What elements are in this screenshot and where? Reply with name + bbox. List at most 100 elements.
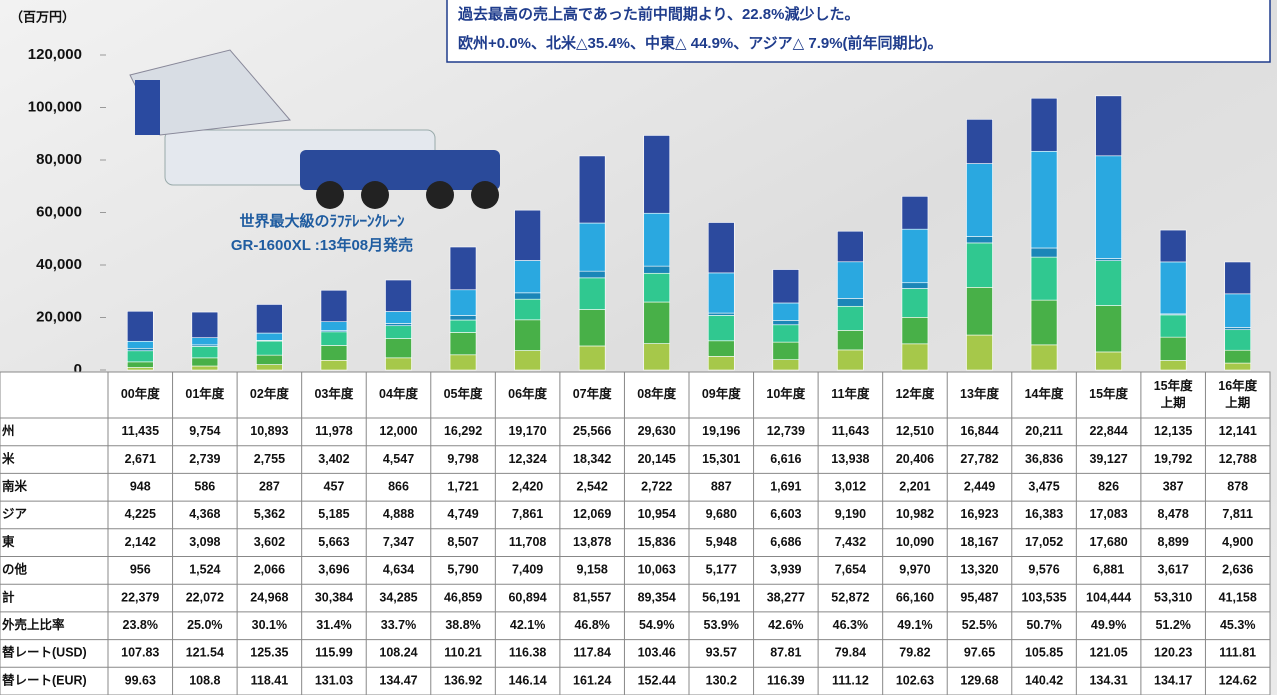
row-header: の他 bbox=[2, 562, 28, 577]
column-header: 09年度 bbox=[702, 386, 741, 401]
table-cell: 33.7% bbox=[381, 618, 416, 632]
bar-segment bbox=[643, 212, 671, 267]
table-cell: 20,406 bbox=[896, 452, 934, 466]
table-cell: 3,602 bbox=[254, 535, 285, 549]
bar-segment bbox=[126, 367, 154, 371]
y-tick-label: 40,000 bbox=[36, 256, 82, 273]
bar-segment bbox=[1095, 155, 1122, 259]
bar-segment bbox=[643, 265, 671, 274]
bar-segment bbox=[1095, 305, 1122, 353]
table-cell: 36,836 bbox=[1025, 452, 1063, 466]
table-cell: 130.2 bbox=[706, 673, 737, 687]
bar-segment bbox=[772, 324, 800, 343]
table-cell: 131.03 bbox=[315, 673, 353, 687]
table-cell: 13,938 bbox=[831, 452, 869, 466]
bar-segment bbox=[256, 332, 283, 341]
table-cell: 5,177 bbox=[706, 563, 737, 577]
column-header: 03年度 bbox=[314, 386, 353, 401]
table-cell: 51.2% bbox=[1155, 618, 1190, 632]
table-cell: 140.42 bbox=[1025, 673, 1063, 687]
bar-segment bbox=[837, 349, 864, 371]
bar-segment bbox=[707, 222, 735, 274]
table-cell: 5,185 bbox=[318, 507, 349, 521]
bar-segment bbox=[320, 345, 348, 361]
bar-segment bbox=[514, 350, 541, 371]
bar-segment bbox=[385, 338, 412, 359]
bar-segment bbox=[126, 350, 154, 363]
bar-segment bbox=[1030, 150, 1058, 249]
y-tick-label: 0 bbox=[74, 361, 82, 378]
table-cell: 586 bbox=[194, 480, 215, 494]
table-cell: 15,836 bbox=[638, 535, 676, 549]
table-cell: 107.83 bbox=[121, 646, 159, 660]
column-header: 01年度 bbox=[185, 386, 224, 401]
table-cell: 4,888 bbox=[383, 507, 414, 521]
bar-segment bbox=[320, 321, 348, 331]
table-cell: 10,063 bbox=[638, 563, 676, 577]
bar-segment bbox=[449, 289, 477, 316]
table-cell: 7,861 bbox=[512, 507, 543, 521]
table-cell: 49.9% bbox=[1091, 618, 1126, 632]
table-cell: 19,792 bbox=[1154, 452, 1192, 466]
annotation-box bbox=[446, 0, 1271, 63]
table-cell: 2,542 bbox=[577, 480, 608, 494]
table-cell: 23.8% bbox=[123, 618, 158, 632]
table-cell: 161.24 bbox=[573, 673, 611, 687]
table-cell: 49.1% bbox=[897, 618, 932, 632]
y-tick-label: 100,000 bbox=[28, 98, 82, 115]
bar-segment bbox=[966, 119, 993, 164]
table-cell: 22,844 bbox=[1089, 424, 1127, 438]
table-cell: 12,324 bbox=[508, 452, 546, 466]
bar-segment bbox=[966, 236, 993, 244]
bar-segment bbox=[1224, 349, 1252, 364]
table-cell: 16,383 bbox=[1025, 507, 1063, 521]
table-cell: 19,196 bbox=[702, 424, 740, 438]
table-cell: 121.05 bbox=[1089, 646, 1127, 660]
bar-segment bbox=[385, 325, 412, 339]
table-cell: 117.84 bbox=[573, 646, 611, 660]
bar-segment bbox=[1224, 293, 1252, 328]
table-cell: 116.38 bbox=[509, 646, 547, 660]
table-cell: 3,402 bbox=[318, 452, 349, 466]
bar-segment bbox=[191, 357, 219, 367]
table-cell: 129.68 bbox=[960, 673, 998, 687]
table-cell: 39,127 bbox=[1089, 452, 1127, 466]
table-cell: 11,708 bbox=[509, 535, 547, 549]
bar-segment bbox=[837, 305, 864, 331]
table-cell: 9,798 bbox=[447, 452, 478, 466]
bar-segment bbox=[449, 319, 477, 333]
table-cell: 110.21 bbox=[444, 646, 482, 660]
table-cell: 29,630 bbox=[638, 424, 676, 438]
table-cell: 22,379 bbox=[121, 590, 159, 604]
table-cell: 4,547 bbox=[383, 452, 414, 466]
table-cell: 116.39 bbox=[767, 673, 805, 687]
bar-segment bbox=[320, 331, 348, 346]
annotation: 欧州+0.0%、北米△35.4%、中東△ 44.9%、アジア△ 7.9%(前年同… bbox=[458, 34, 943, 52]
table-cell: 2,449 bbox=[964, 480, 995, 494]
bar-segment bbox=[772, 302, 800, 321]
bar-segment bbox=[772, 320, 800, 326]
table-cell: 11,435 bbox=[122, 424, 160, 438]
bar-segment bbox=[256, 340, 283, 356]
table-cell: 3,696 bbox=[318, 563, 349, 577]
table-cell: 3,617 bbox=[1158, 563, 1189, 577]
bar-segment bbox=[1030, 344, 1058, 371]
table-cell: 134.17 bbox=[1154, 673, 1192, 687]
bar-segment bbox=[256, 304, 283, 334]
bar-segment bbox=[1159, 336, 1187, 361]
column-header: 06年度 bbox=[508, 386, 547, 401]
table-cell: 79.82 bbox=[899, 646, 930, 660]
table-cell: 1,721 bbox=[447, 480, 478, 494]
column-header: 14年度 bbox=[1025, 386, 1064, 401]
table-cell: 41,158 bbox=[1219, 590, 1257, 604]
bar-segment bbox=[385, 323, 412, 327]
bar-segment bbox=[514, 298, 541, 321]
bar-segment bbox=[514, 260, 541, 294]
table-cell: 6,686 bbox=[770, 535, 801, 549]
table-cell: 34,285 bbox=[379, 590, 417, 604]
column-header: 11年度 bbox=[831, 386, 870, 401]
table-cell: 102.63 bbox=[896, 673, 934, 687]
table-cell: 108.8 bbox=[189, 673, 220, 687]
bar-segment bbox=[901, 282, 929, 289]
